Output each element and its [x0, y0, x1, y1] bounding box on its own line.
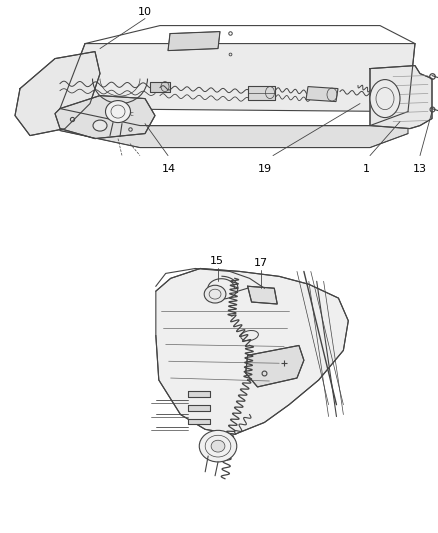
Text: 10: 10 — [138, 6, 152, 17]
Polygon shape — [55, 95, 155, 139]
Polygon shape — [247, 286, 277, 304]
Polygon shape — [150, 82, 170, 92]
Ellipse shape — [211, 440, 224, 452]
Polygon shape — [60, 44, 414, 111]
Text: c: c — [130, 110, 134, 117]
Polygon shape — [188, 418, 210, 424]
Polygon shape — [168, 31, 219, 51]
Ellipse shape — [93, 120, 107, 131]
Text: 15: 15 — [210, 256, 224, 266]
Text: 17: 17 — [253, 259, 267, 269]
Ellipse shape — [369, 79, 399, 118]
Polygon shape — [60, 109, 407, 148]
Text: 1: 1 — [362, 164, 369, 174]
Polygon shape — [305, 86, 337, 102]
Ellipse shape — [204, 285, 226, 303]
Polygon shape — [188, 405, 210, 410]
Polygon shape — [369, 66, 431, 128]
Text: 13: 13 — [412, 164, 426, 174]
Polygon shape — [245, 345, 303, 387]
Text: 14: 14 — [162, 164, 176, 174]
Ellipse shape — [199, 430, 236, 462]
Text: 19: 19 — [258, 164, 272, 174]
Polygon shape — [155, 269, 347, 434]
Polygon shape — [188, 391, 210, 397]
Polygon shape — [15, 52, 100, 135]
Ellipse shape — [105, 101, 130, 123]
Polygon shape — [247, 86, 274, 100]
